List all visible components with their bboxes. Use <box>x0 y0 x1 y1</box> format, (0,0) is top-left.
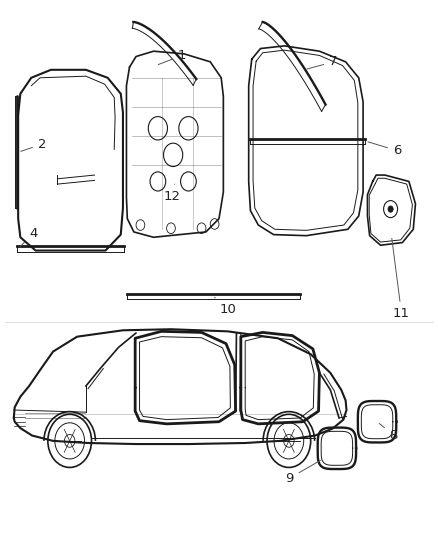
Text: 12: 12 <box>163 184 180 203</box>
Text: 6: 6 <box>368 142 401 157</box>
Text: 9: 9 <box>286 461 321 484</box>
Text: 2: 2 <box>21 138 46 151</box>
Text: 4: 4 <box>20 227 38 246</box>
Text: 1: 1 <box>158 49 186 64</box>
Text: 10: 10 <box>215 297 236 316</box>
Text: 11: 11 <box>392 238 410 320</box>
Text: 8: 8 <box>379 423 398 441</box>
Circle shape <box>388 206 393 212</box>
Text: 7: 7 <box>307 55 338 69</box>
